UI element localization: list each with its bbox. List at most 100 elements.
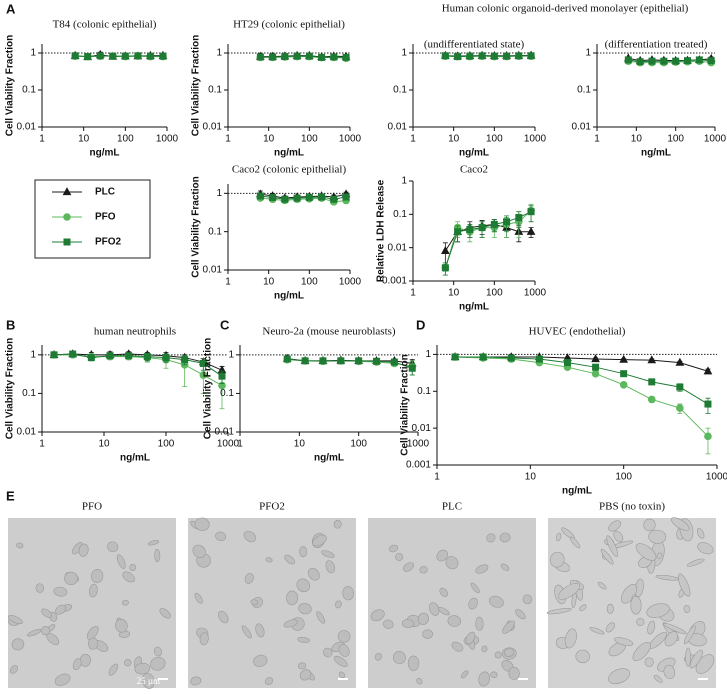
marker [199,371,208,379]
x-tick-label: 10 [263,277,275,288]
cell [153,646,162,657]
marker [526,226,536,235]
panel-label: D [416,317,425,332]
y-tick-label: 1 [401,176,407,187]
cell [579,604,587,612]
panel-label: A [6,1,16,16]
y-tick-label: 0.1 [220,388,234,399]
marker [454,228,462,236]
marker [319,357,327,365]
cell [630,596,642,615]
cell [686,558,705,567]
y-tick-label: 0.1 [417,386,431,397]
x-tick-label: 1000 [706,472,727,483]
cell [312,534,327,547]
x-tick-label: 1 [39,134,45,145]
chart-title: Caco2 [460,164,488,176]
cell [417,612,429,625]
marker [466,226,474,234]
marker [704,400,712,408]
cell [488,595,504,608]
series-line [455,356,709,437]
marker [676,404,684,412]
cell [478,671,490,687]
y-tick-label: 0.1 [22,85,36,96]
scale-bar [158,678,168,680]
y-tick-label: 1 [30,349,36,360]
chart-title: Neuro-2a (mouse neuroblasts) [262,326,396,338]
cell [508,666,520,680]
marker [647,395,656,404]
image-label: PLC [442,501,462,513]
cell [689,649,703,669]
cell [333,519,342,529]
y-tick-label: 0.01 [203,122,223,133]
cell [564,628,577,649]
x-tick-label: 1 [225,277,231,288]
chart-title: HUVEC (endothelial) [529,326,626,338]
marker [109,52,117,60]
x-tick-label: 1 [410,134,416,145]
marker [281,195,289,203]
group-title: Human colonic organoid-derived monolayer… [442,3,689,15]
cell [636,617,645,626]
marker [535,355,543,363]
scale-bar [338,678,348,680]
cell [217,610,229,624]
cell [683,604,691,613]
marker [355,357,363,365]
marker [515,52,523,60]
cell [11,638,25,651]
marker [707,57,715,65]
marker [676,383,684,391]
marker [121,52,129,60]
legend-marker [63,213,71,221]
y-tick-label: 0.01 [203,265,223,276]
cell [338,644,350,657]
cell [134,662,151,675]
cell [597,581,607,590]
marker [283,355,291,363]
cell [643,518,656,532]
marker [146,52,154,60]
cell [121,599,129,606]
cell [243,530,256,543]
x-axis-label: ng/mL [314,453,344,464]
marker [527,52,535,60]
cell [297,637,310,643]
marker [408,364,416,372]
cell [55,604,66,615]
cell [108,663,119,676]
micrograph [188,518,356,688]
cell [244,573,254,584]
chart-title: HT29 (colonic epithelial) [233,19,345,31]
cell [465,631,476,645]
marker [648,378,656,386]
cell [422,629,434,639]
image-label: PFO2 [259,501,285,513]
legend-marker [62,187,72,196]
cell [490,671,498,678]
marker [478,52,486,60]
y-tick-label: 0.01 [388,242,408,253]
x-tick-label: 1 [237,439,243,450]
x-tick-label: 1000 [217,439,240,450]
cell [265,557,273,563]
cell [606,535,619,558]
y-axis-label: Relative LDH Release [376,179,387,282]
cell [64,571,78,585]
cell [575,649,591,664]
cell [569,536,581,549]
y-tick-label: 1 [216,188,222,199]
marker [507,354,515,362]
x-tick-label: 10 [98,439,110,450]
cell [87,637,99,650]
x-tick-label: 1000 [524,288,547,299]
chart-title: (undifferentiated state) [424,39,525,51]
y-tick-label: 0.001 [382,276,407,287]
marker [451,353,459,361]
cell [8,615,23,625]
y-tick-label: 0.1 [577,85,591,96]
error-bar [705,427,711,455]
